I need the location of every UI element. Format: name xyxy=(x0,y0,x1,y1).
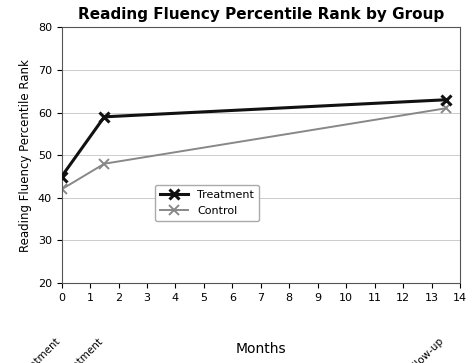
Line: Treatment: Treatment xyxy=(57,95,451,182)
Control xyxy=(101,162,107,166)
Treatment xyxy=(59,174,64,179)
Treatment xyxy=(443,98,448,102)
Text: 1yr Follow-up: 1yr Follow-up xyxy=(389,336,446,363)
Control xyxy=(59,187,64,192)
Treatment xyxy=(101,115,107,119)
Title: Reading Fluency Percentile Rank by Group: Reading Fluency Percentile Rank by Group xyxy=(78,7,444,22)
Text: Pre-treatment: Pre-treatment xyxy=(3,336,62,363)
X-axis label: Months: Months xyxy=(236,342,286,356)
Control xyxy=(443,106,448,110)
Legend: Treatment, Control: Treatment, Control xyxy=(155,185,259,221)
Text: Post-treatment: Post-treatment xyxy=(42,336,104,363)
Y-axis label: Reading Fluency Percentile Rank: Reading Fluency Percentile Rank xyxy=(19,59,32,252)
Line: Control: Control xyxy=(57,103,451,194)
